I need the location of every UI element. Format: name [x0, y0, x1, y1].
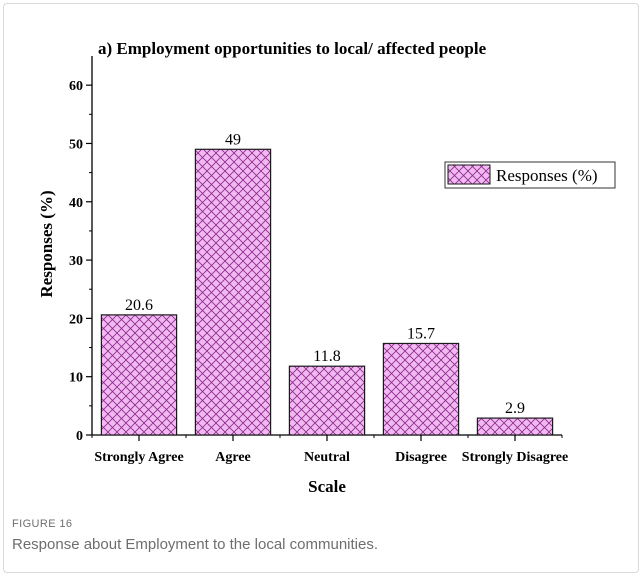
- y-tick-label: 40: [69, 196, 83, 211]
- bar-value-label: 15.7: [407, 325, 435, 342]
- figure-label: FIGURE 16: [12, 518, 73, 530]
- bar-value-label: 2.9: [505, 400, 525, 417]
- x-tick-label: Neutral: [304, 450, 350, 465]
- y-tick-label: 10: [69, 371, 83, 386]
- bar: [194, 148, 272, 436]
- x-tick-label: Strongly Agree: [94, 450, 183, 465]
- x-axis-label: Scale: [308, 477, 346, 496]
- x-tick-label: Disagree: [395, 450, 447, 465]
- legend: Responses (%): [444, 161, 616, 189]
- bar-value-label: 11.8: [313, 348, 340, 365]
- y-tick-label: 0: [76, 429, 83, 444]
- y-tick-label: 30: [69, 254, 83, 269]
- plot-area: 0 10 20 30 40 50 60 20.6 Strongly Agree 49 Agree 11…: [69, 56, 568, 465]
- bar: [288, 365, 366, 436]
- chart-title: a) Employment opportunities to local/ af…: [98, 39, 487, 58]
- y-tick-label: 60: [69, 79, 83, 94]
- bar-chart: a) Employment opportunities to local/ af…: [37, 39, 616, 496]
- bar: [476, 417, 554, 436]
- bar-value-label: 20.6: [125, 297, 153, 314]
- x-tick-label: Agree: [215, 450, 251, 465]
- bar: [100, 314, 178, 436]
- y-tick-label: 20: [69, 312, 83, 327]
- bar: [382, 342, 460, 436]
- legend-swatch: [447, 164, 491, 185]
- bar-value-label: 49: [225, 131, 241, 148]
- figure-caption: Response about Employment to the local c…: [12, 536, 379, 553]
- y-axis-label: Responses (%): [37, 190, 56, 297]
- figure-frame: [3, 3, 639, 573]
- legend-label: Responses (%): [496, 166, 598, 185]
- x-tick-label: Strongly Disagree: [462, 450, 568, 465]
- y-tick-label: 50: [69, 137, 83, 152]
